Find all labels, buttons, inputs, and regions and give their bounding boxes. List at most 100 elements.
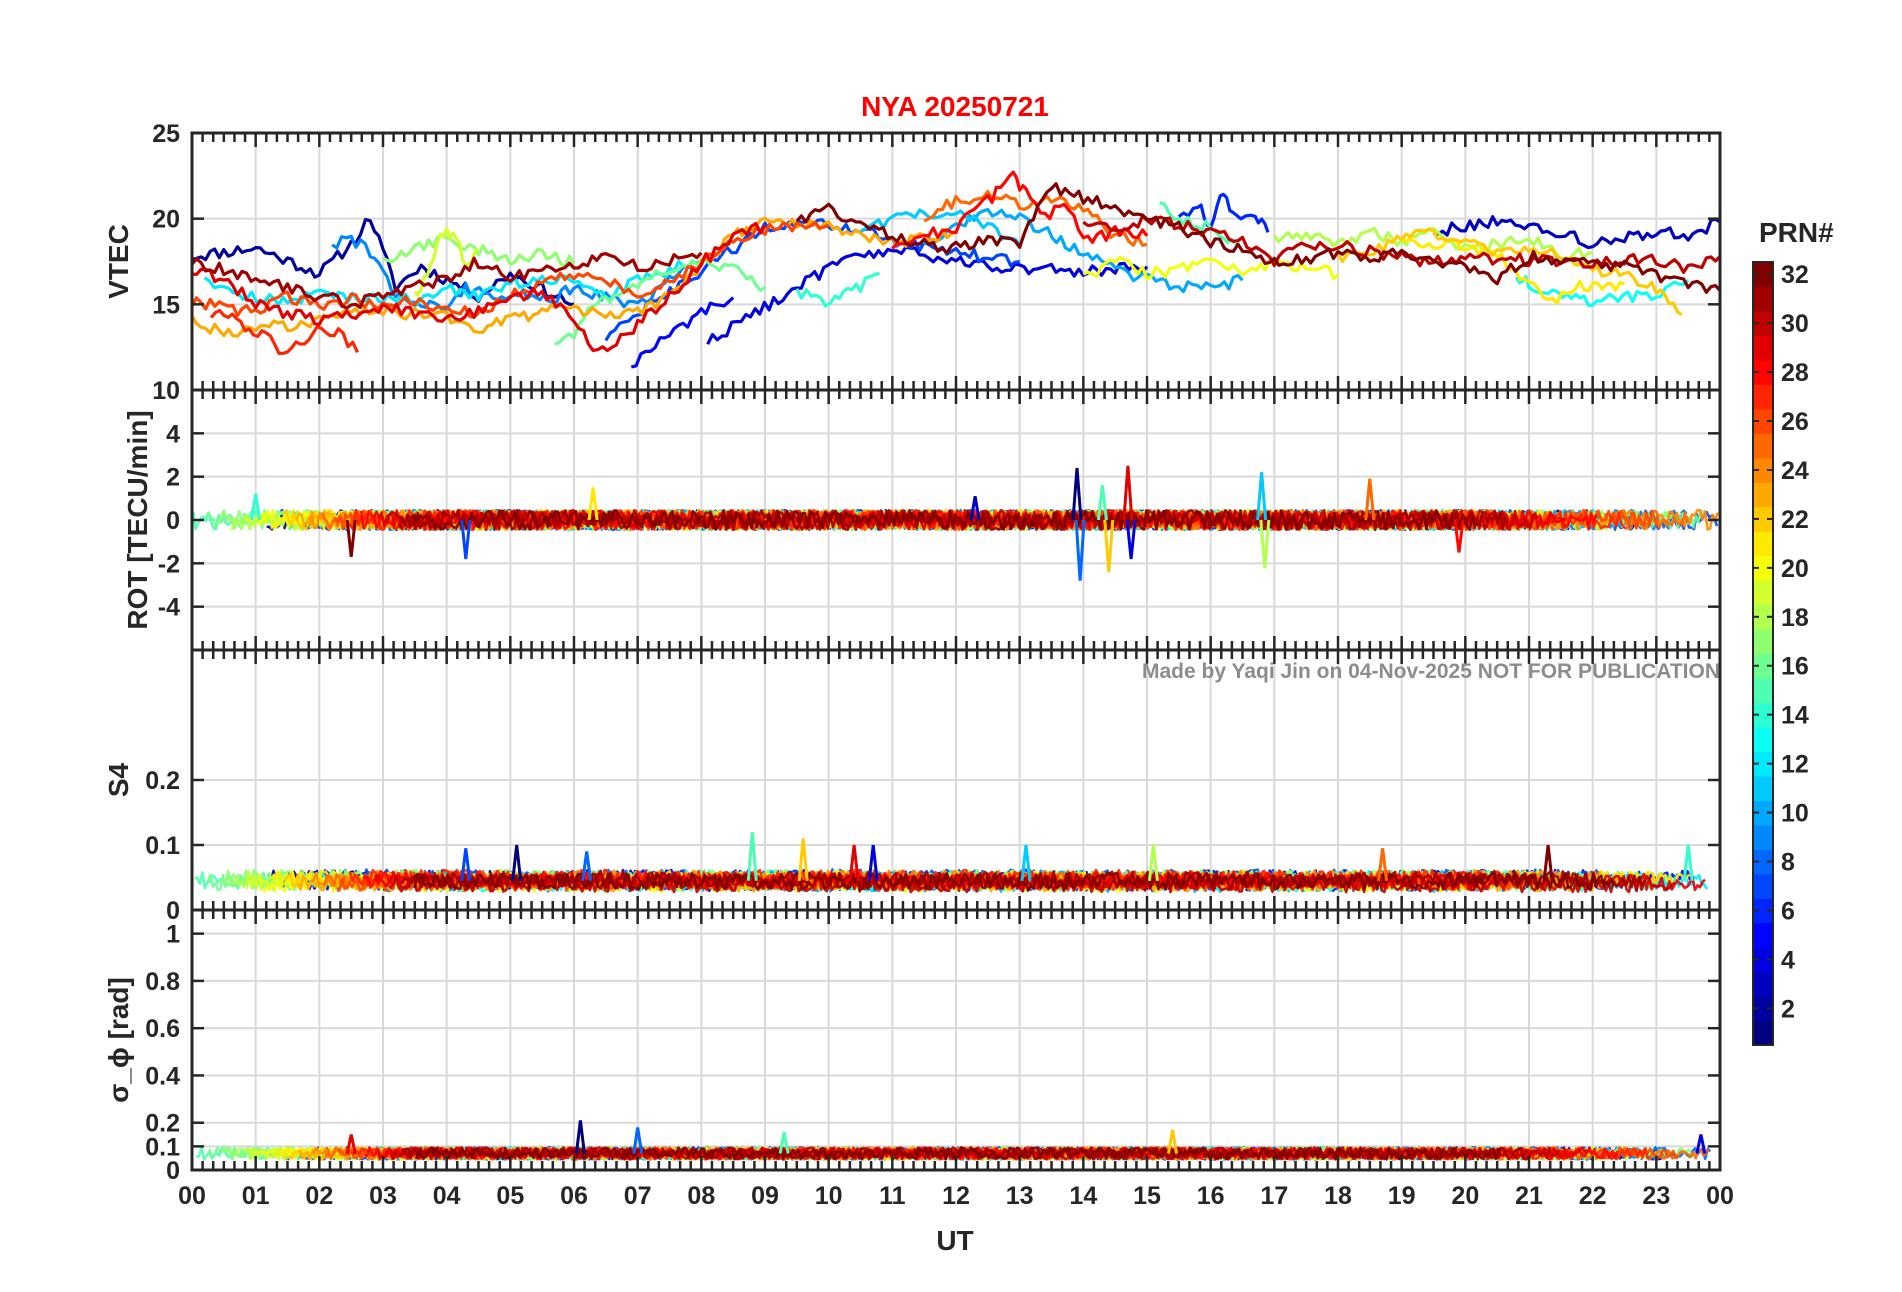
colorbar-cell	[1753, 653, 1773, 679]
vtec-series-prn-18	[1273, 226, 1593, 262]
colorbar-cell	[1753, 433, 1773, 459]
rot-peak	[1259, 519, 1271, 568]
colorbar-cell	[1753, 873, 1773, 899]
vtec-series-prn-15	[1159, 201, 1238, 246]
vtec-series-prn-4	[706, 245, 1149, 345]
colorbar-cell	[1753, 262, 1773, 288]
sigma_phi-peak	[632, 1127, 644, 1154]
y-axis-label: VTEC	[103, 224, 134, 299]
colorbar-cell	[1753, 457, 1773, 483]
y-tick-label: 0	[166, 507, 180, 535]
colorbar-cell	[1753, 506, 1773, 532]
y-tick-label: 2	[166, 464, 180, 492]
colorbar-cell	[1753, 898, 1773, 924]
rot-peak	[1122, 465, 1134, 521]
colorbar-cell	[1753, 310, 1773, 336]
x-tick-label: 07	[624, 1182, 652, 1210]
y-tick-label: 15	[152, 291, 180, 319]
tick-marks	[190, 910, 1722, 1172]
sigma_phi-peak	[574, 1120, 586, 1154]
vtec-series-prn-20	[1082, 255, 1339, 281]
colorbar-cell	[1753, 384, 1773, 410]
x-tick-label: 11	[879, 1182, 906, 1210]
colorbar-tick-label: 8	[1781, 848, 1795, 876]
y-axis-label: σ_ϕ [rad]	[103, 977, 134, 1103]
s4-peak	[511, 844, 523, 881]
colorbar-tick-label: 16	[1781, 653, 1809, 681]
y-axis-label: S4	[103, 762, 134, 797]
colorbar-cell	[1753, 824, 1773, 850]
vtec-series-prn-29	[192, 221, 767, 353]
x-tick-label: 23	[1642, 1182, 1670, 1210]
colorbar-tick-label: 18	[1781, 604, 1809, 632]
s4-peak	[1020, 844, 1032, 881]
rot-peak	[1256, 472, 1268, 521]
rot-series-prn-32	[411, 509, 1479, 531]
colorbar-cell	[1753, 726, 1773, 752]
x-axis-label: UT	[936, 1225, 973, 1256]
vtec-series-prn-6	[1177, 192, 1270, 233]
colorbar-tick-label: 6	[1781, 897, 1795, 925]
y-tick-label: 0	[166, 897, 180, 925]
vtec-series-prn-10	[922, 207, 1244, 294]
panel-rot: -4 -2 0 2 4 ROT [TECU/min]	[122, 388, 1722, 652]
chart-title: NYA 20250721	[861, 91, 1049, 122]
colorbar-tick-label: 4	[1781, 946, 1795, 974]
x-tick-label: 04	[433, 1182, 461, 1210]
colorbar-tick-label: 30	[1781, 310, 1809, 338]
x-tick-label: 06	[560, 1182, 588, 1210]
s4-peak	[1682, 844, 1694, 881]
colorbar-tick-label: 20	[1781, 555, 1809, 583]
x-tick-label: 17	[1260, 1182, 1288, 1210]
colorbar-cell	[1753, 702, 1773, 728]
y-tick-label: 0.2	[145, 1110, 180, 1138]
vtec-series-prn-32	[795, 182, 1720, 294]
vtec-series-prn-11	[859, 208, 1021, 246]
y-tick-label: 0.6	[145, 1015, 180, 1043]
vtec-series-prn-14	[795, 271, 880, 308]
x-tick-label: 02	[305, 1182, 333, 1210]
sigma_phi-peak	[345, 1134, 357, 1154]
y-tick-label: 0.4	[145, 1062, 180, 1090]
x-tick-label: 20	[1451, 1182, 1479, 1210]
x-tick-label: 01	[242, 1182, 270, 1210]
panel-vtec: 10 15 20 25 VTEC	[103, 120, 1722, 405]
x-tick-labels: 00 01 02 03 04 05 06 07 08 09 10 11 12 13 14 15 16 17 18 19…	[178, 1182, 1734, 1210]
rot-peak	[1103, 519, 1115, 573]
s4-peak	[1377, 848, 1389, 881]
s4-series-prn-32	[413, 872, 1616, 891]
colorbar-cell	[1753, 678, 1773, 704]
watermark: Made by Yaqi Jin on 04-Nov-2025 NOT FOR …	[1142, 660, 1720, 683]
y-tick-label: -2	[158, 550, 180, 578]
rot-peak	[460, 519, 472, 560]
x-tick-label: 12	[942, 1182, 970, 1210]
vtec-series-prn-28	[891, 170, 1149, 250]
s4-peak	[746, 831, 758, 881]
panel-sigma_phi: 00.10.2 0.4 0.6 0.8 1 σ_ϕ [rad]	[103, 908, 1722, 1185]
colorbar-cell	[1753, 604, 1773, 630]
y-tick-label: 1	[166, 921, 180, 949]
y-tick-label: 20	[152, 206, 180, 234]
vtec-series-prn-31	[192, 251, 703, 310]
sigma_phi-peak	[778, 1131, 790, 1154]
x-tick-label: 19	[1388, 1182, 1416, 1210]
x-tick-label: 22	[1579, 1182, 1607, 1210]
s4-peak	[848, 844, 860, 881]
y-tick-label: 0.8	[145, 968, 180, 996]
colorbar-cell	[1753, 531, 1773, 557]
vtec-series-prn-17	[382, 234, 576, 269]
colorbar-cell	[1753, 359, 1773, 385]
colorbar-cell	[1753, 335, 1773, 361]
vtec-series-prn-27	[209, 308, 359, 355]
x-tick-label: 18	[1324, 1182, 1352, 1210]
rot-peak	[1125, 519, 1137, 560]
s4-peak	[797, 838, 809, 881]
colorbar-box	[1752, 261, 1774, 1046]
y-tick-label: 10	[152, 377, 180, 405]
panel-s4: 0 0.1 0.2 S4	[103, 648, 1722, 925]
rot-peak	[1074, 519, 1086, 581]
x-tick-label: 15	[1133, 1182, 1161, 1210]
rot-series-prn-30	[385, 509, 1539, 531]
colorbar-cell	[1753, 1020, 1773, 1046]
colorbar-cell	[1753, 996, 1773, 1022]
